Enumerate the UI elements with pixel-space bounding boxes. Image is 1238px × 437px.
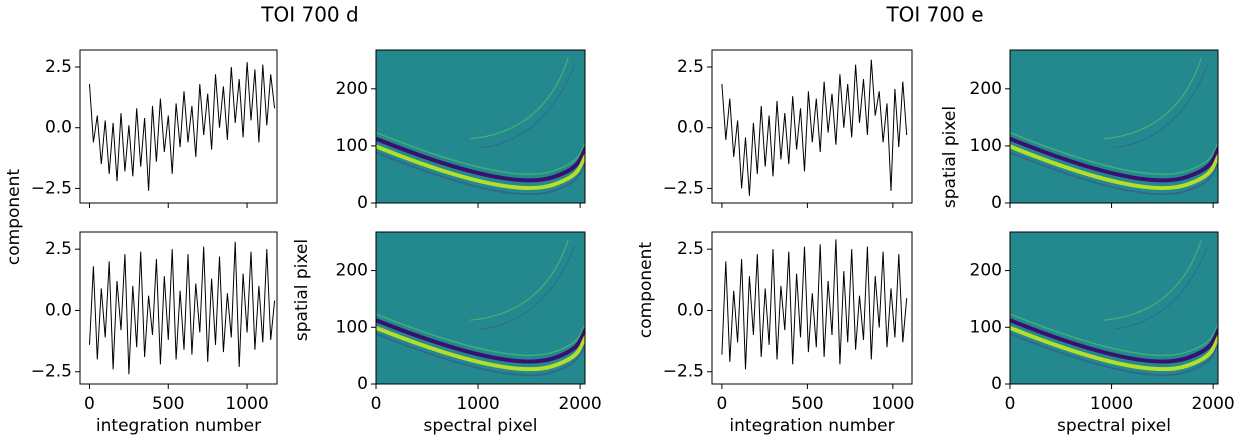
figure-title: TOI 700 e [885, 3, 983, 27]
axes-frame [1009, 49, 1219, 204]
y-axis-label: spatial pixel [292, 239, 312, 341]
x-tick-label: 2000 [558, 394, 601, 414]
y-tick-label: 100 [336, 136, 368, 156]
x-tick-label: 500 [152, 394, 184, 414]
y-tick-label: 200 [970, 79, 1002, 99]
x-tick-label: 0 [717, 394, 728, 414]
y-tick-label: 100 [336, 317, 368, 337]
axes-frame [79, 231, 278, 385]
x-axis-label: integration number [96, 416, 261, 436]
x-tick-label: 500 [791, 394, 823, 414]
x-axis-label: integration number [729, 416, 894, 436]
y-axis-label: spatial pixel [940, 106, 960, 208]
y-tick-label: 0.0 [677, 118, 704, 138]
line-series [721, 239, 908, 370]
y-tick-label: 2.5 [677, 239, 704, 259]
y-tick-label: −2.5 [663, 362, 704, 382]
line-series [89, 241, 276, 375]
x-tick-label: 2000 [1191, 394, 1234, 414]
y-tick-label: 200 [970, 261, 1002, 281]
y-tick-label: 0 [357, 374, 368, 394]
x-tick-label: 1000 [871, 394, 914, 414]
y-tick-label: −2.5 [31, 178, 72, 198]
y-tick-label: 0.0 [45, 300, 72, 320]
y-tick-label: 200 [336, 79, 368, 99]
x-axis-label: spectral pixel [424, 416, 538, 436]
x-tick-label: 1000 [1090, 394, 1133, 414]
y-tick-label: 0 [357, 193, 368, 213]
x-axis-label: spectral pixel [1057, 416, 1171, 436]
y-tick-label: −2.5 [31, 362, 72, 382]
x-tick-label: 0 [371, 394, 382, 414]
y-tick-label: 2.5 [45, 57, 72, 77]
line-series [721, 59, 908, 196]
y-tick-label: 2.5 [45, 239, 72, 259]
axes-frame [711, 49, 913, 204]
y-tick-label: 2.5 [677, 57, 704, 77]
image-heatmap [376, 232, 585, 384]
y-tick-label: 0.0 [677, 300, 704, 320]
image-heatmap [1010, 50, 1218, 203]
y-axis-label: component [636, 242, 656, 339]
image-heatmap [376, 50, 585, 203]
axes-frame [375, 49, 586, 204]
x-tick-label: 0 [1005, 394, 1016, 414]
line-series [89, 62, 276, 191]
y-tick-label: 0 [991, 374, 1002, 394]
image-heatmap [1010, 232, 1218, 384]
x-tick-label: 1000 [456, 394, 499, 414]
y-tick-label: −2.5 [663, 178, 704, 198]
axes-frame [79, 49, 278, 204]
y-tick-label: 0.0 [45, 118, 72, 138]
axes-frame [711, 231, 913, 385]
axes-frame [375, 231, 586, 385]
y-tick-label: 100 [970, 317, 1002, 337]
axes-frame [1009, 231, 1219, 385]
y-tick-label: 100 [970, 136, 1002, 156]
x-tick-label: 1000 [225, 394, 268, 414]
y-tick-label: 0 [991, 193, 1002, 213]
figure-title: TOI 700 d [260, 3, 358, 27]
y-tick-label: 200 [336, 261, 368, 281]
x-tick-label: 0 [84, 394, 95, 414]
y-axis-label: component [4, 169, 24, 266]
